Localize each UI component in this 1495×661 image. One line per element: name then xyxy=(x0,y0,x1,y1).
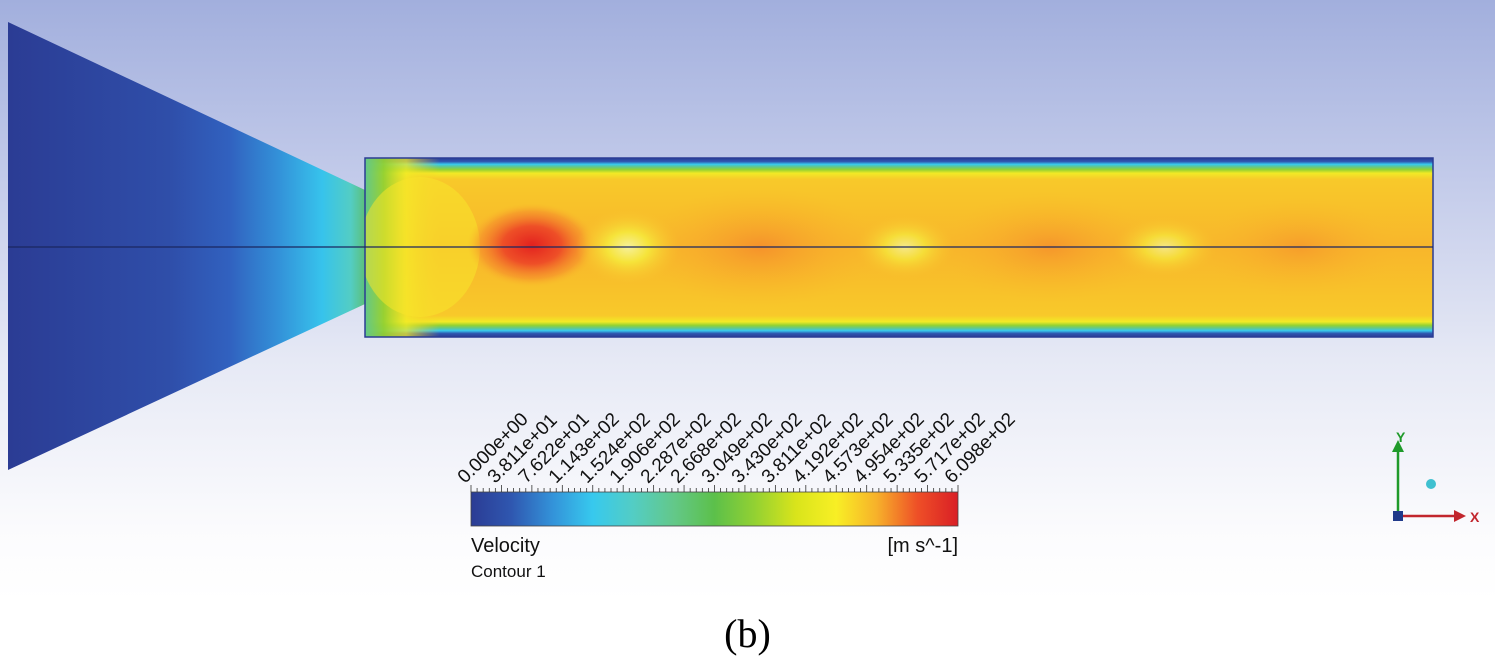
legend-subtitle: Contour 1 xyxy=(471,562,546,581)
inlet-nozzle xyxy=(8,22,365,470)
legend-units: [m s^-1] xyxy=(887,535,959,557)
colormap-minor-ticks xyxy=(470,485,959,492)
axis-triad xyxy=(1392,440,1466,522)
axis-y-label: Y xyxy=(1396,429,1406,445)
figure-caption: (b) xyxy=(724,611,771,656)
colormap-bar xyxy=(470,491,959,527)
axis-x-label: X xyxy=(1470,509,1480,525)
velocity-contour-plot xyxy=(8,22,1466,527)
legend-title: Velocity xyxy=(471,535,540,557)
cfd-viewport[interactable]: 0.000e+00 3.811e+01 7.622e+01 1.143e+02 1.52… xyxy=(0,0,1495,600)
